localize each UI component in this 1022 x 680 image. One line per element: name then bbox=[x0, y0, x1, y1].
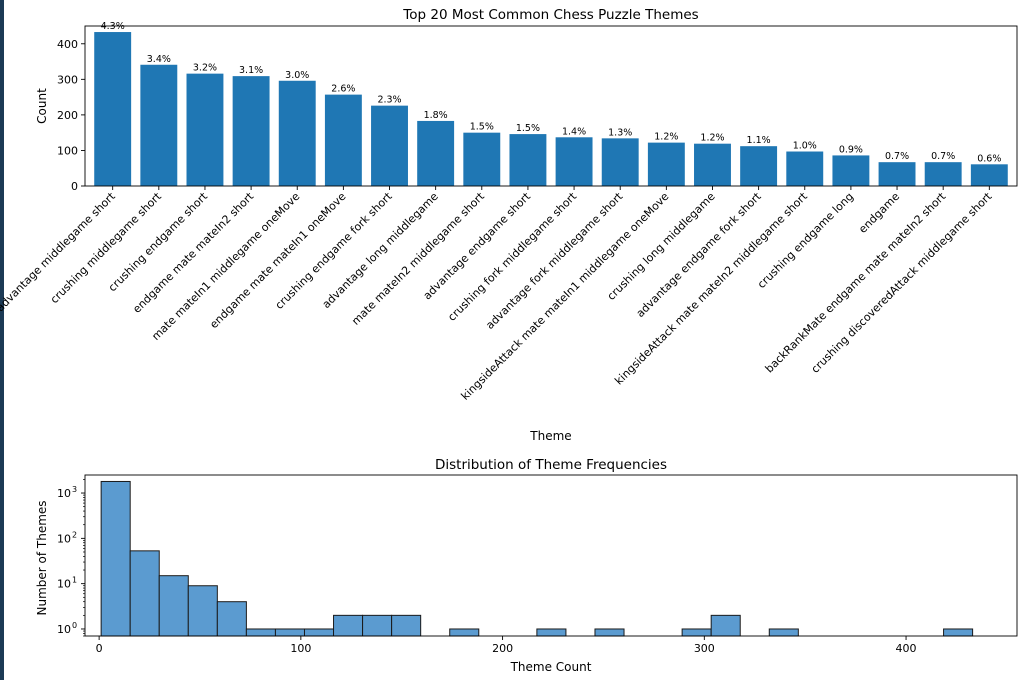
histogram-bin bbox=[681, 628, 712, 637]
x-tick-label: kingsideAttack mate mateIn1 middlegame o… bbox=[459, 190, 672, 403]
bar-value-label: 3.2% bbox=[193, 63, 217, 74]
x-axis-label: Theme bbox=[529, 429, 571, 443]
bar bbox=[878, 162, 916, 186]
histogram-bin bbox=[158, 575, 189, 637]
x-tick-label: crushing endgame long bbox=[755, 190, 856, 291]
bar bbox=[463, 132, 501, 186]
bar bbox=[647, 142, 685, 186]
x-axis-label: Theme Count bbox=[510, 660, 592, 674]
y-tick-label: 400 bbox=[57, 38, 78, 51]
bar-value-label: 3.1% bbox=[239, 65, 263, 76]
bar bbox=[601, 138, 639, 186]
histogram-bin bbox=[245, 628, 276, 637]
histogram-bin bbox=[100, 480, 131, 637]
bar bbox=[509, 134, 547, 186]
bar bbox=[694, 143, 731, 186]
y-tick-label-exponent: 3 bbox=[72, 485, 77, 494]
bar bbox=[740, 146, 778, 186]
bar-value-label: 0.7% bbox=[885, 151, 909, 162]
bar-value-label: 1.8% bbox=[424, 110, 448, 121]
bar bbox=[94, 32, 132, 186]
y-tick-label-base: 10 bbox=[57, 623, 71, 636]
bar-value-labels: 4.3% 3.4% 3.2% 3.1% 3.0% 2.6% 2.3% 1.8% 1.5% 1.5%… bbox=[101, 21, 1002, 164]
bar bbox=[140, 64, 178, 186]
y-tick-label-exponent: 2 bbox=[72, 530, 77, 539]
y-tick-label-exponent: 1 bbox=[72, 576, 77, 585]
histogram-bin bbox=[391, 614, 422, 637]
plot-area-frame bbox=[84, 474, 1018, 637]
histogram-bin bbox=[216, 601, 247, 637]
bar bbox=[371, 105, 408, 186]
histogram-bin bbox=[274, 628, 305, 637]
bar-value-label: 1.0% bbox=[793, 141, 817, 152]
bar bbox=[786, 151, 824, 186]
x-axis-ticks: 0 100 200 300 400 bbox=[96, 636, 917, 655]
x-tick-label: 300 bbox=[694, 642, 715, 655]
bar bbox=[555, 137, 593, 186]
bar-value-label: 1.5% bbox=[516, 123, 540, 134]
y-tick-label: 200 bbox=[57, 109, 78, 122]
bar-value-label: 1.1% bbox=[747, 135, 771, 146]
chart-title: Top 20 Most Common Chess Puzzle Themes bbox=[402, 7, 698, 23]
histogram-bin bbox=[768, 628, 799, 637]
histogram-bin bbox=[187, 585, 218, 637]
x-tick-label: endgame bbox=[856, 190, 902, 236]
histogram-bin bbox=[362, 614, 393, 637]
histogram-bin bbox=[449, 628, 480, 637]
window-edge-strip bbox=[0, 0, 4, 680]
bar-series bbox=[94, 32, 1008, 186]
bar bbox=[970, 164, 1008, 186]
y-axis-label: Count bbox=[35, 88, 49, 124]
histogram-bin bbox=[536, 628, 567, 637]
bar-value-label: 2.3% bbox=[377, 95, 401, 106]
bar bbox=[832, 155, 870, 186]
bar-value-label: 0.7% bbox=[931, 151, 955, 162]
x-tick-label: 100 bbox=[290, 642, 311, 655]
plot-area-frame bbox=[84, 25, 1018, 187]
x-tick-label: 0 bbox=[96, 642, 103, 655]
bar-value-label: 3.4% bbox=[147, 54, 171, 65]
y-tick-label-base: 10 bbox=[57, 532, 71, 545]
y-axis-label: Number of Themes bbox=[35, 500, 49, 615]
bar-value-label: 1.5% bbox=[470, 122, 494, 133]
y-tick-label-base: 10 bbox=[57, 487, 71, 500]
bar-chart: Top 20 Most Common Chess Puzzle Themes 4… bbox=[0, 7, 1018, 443]
bar bbox=[278, 80, 316, 186]
histogram-bin bbox=[943, 628, 974, 637]
bar bbox=[417, 120, 455, 186]
x-tick-label: 200 bbox=[492, 642, 513, 655]
y-tick-label: 100 bbox=[57, 144, 78, 157]
bar-value-label: 1.3% bbox=[608, 127, 632, 138]
bar-value-label: 4.3% bbox=[101, 21, 125, 32]
y-axis-ticks: 0 100 200 300 400 bbox=[57, 38, 85, 193]
histogram-bin bbox=[129, 550, 160, 637]
bar bbox=[324, 94, 362, 186]
bar-value-label: 2.6% bbox=[331, 84, 355, 95]
bar-value-label: 1.2% bbox=[700, 133, 724, 144]
x-tick-label: 400 bbox=[896, 642, 917, 655]
y-tick-label-base: 10 bbox=[57, 578, 71, 591]
bar-value-label: 0.9% bbox=[839, 144, 863, 155]
bar bbox=[924, 162, 962, 186]
y-tick-label: 300 bbox=[57, 73, 78, 86]
y-tick-label-exponent: 0 bbox=[72, 621, 77, 630]
chart-title: Distribution of Theme Frequencies bbox=[435, 457, 667, 473]
bar bbox=[186, 73, 224, 186]
y-tick-label: 0 bbox=[71, 180, 78, 193]
bar-value-label: 3.0% bbox=[285, 70, 309, 81]
histogram-bin bbox=[303, 628, 335, 637]
bar bbox=[232, 76, 270, 186]
histogram-bins bbox=[100, 480, 974, 637]
bar-value-label: 1.4% bbox=[562, 126, 586, 137]
histogram-bin bbox=[333, 614, 364, 637]
histogram-bin bbox=[710, 614, 741, 637]
bar-value-label: 0.6% bbox=[977, 153, 1001, 164]
bar-value-label: 1.2% bbox=[654, 132, 678, 143]
histogram-bin bbox=[594, 628, 625, 637]
